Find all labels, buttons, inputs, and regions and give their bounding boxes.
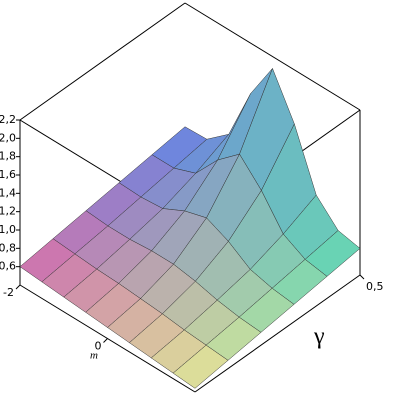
z-tick-label: 2,2: [0, 113, 16, 126]
z-tick-label: 2,0: [0, 131, 16, 144]
x-tick-label: -2: [3, 286, 14, 299]
z-tick-label: 0,6: [0, 260, 16, 273]
x-axis-label: m: [90, 350, 98, 362]
z-tick-label: 1,0: [0, 223, 16, 236]
y-tick-label: 0,5: [366, 280, 384, 293]
z-tick-label: 1,6: [0, 168, 16, 181]
y-axis: [194, 274, 361, 393]
y-axis-label: γ: [313, 324, 325, 350]
surface-patch: [172, 344, 229, 389]
z-tick-label: 0,8: [0, 241, 16, 254]
z-tick-label: 1,2: [0, 205, 16, 218]
box-edge: [19, 2, 186, 121]
z-tick-label: 1,4: [0, 186, 16, 199]
box-edge: [184, 2, 361, 111]
x-tick: [15, 284, 21, 290]
y-tick: [359, 274, 365, 280]
x-tick: [103, 338, 108, 343]
x-tick-label: 0: [95, 340, 102, 353]
z-tick-label: 1,8: [0, 150, 16, 163]
